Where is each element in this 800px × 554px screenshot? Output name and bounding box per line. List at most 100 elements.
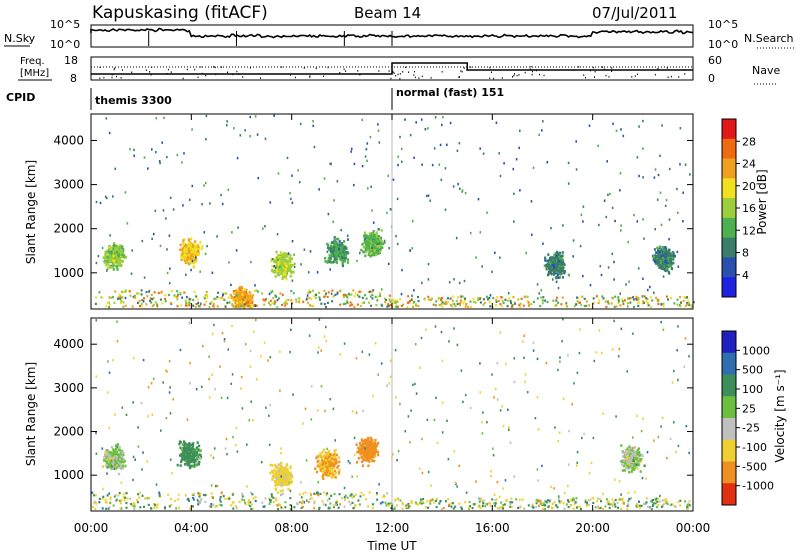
- data-point: [360, 443, 363, 447]
- data-point: [271, 464, 274, 467]
- data-point: [119, 502, 122, 505]
- data-point: [586, 502, 589, 505]
- data-point: [620, 224, 622, 227]
- data-point: [301, 499, 304, 502]
- data-point: [537, 500, 540, 504]
- data-point: [315, 470, 319, 474]
- data-point: [190, 465, 193, 468]
- data-point: [638, 458, 641, 462]
- data-point: [108, 250, 111, 254]
- data-point: [555, 280, 558, 283]
- data-point: [183, 291, 186, 294]
- data-point: [168, 234, 171, 237]
- data-point: [269, 304, 272, 307]
- data-point: [557, 301, 560, 304]
- data-point: [654, 498, 657, 501]
- data-point: [389, 303, 392, 306]
- data-point: [108, 296, 111, 299]
- data-point: [173, 294, 176, 297]
- data-point: [660, 264, 663, 268]
- data-point: [663, 251, 666, 254]
- data-point: [379, 247, 382, 251]
- data-point: [372, 240, 375, 243]
- data-point: [183, 152, 185, 155]
- freq-dot: [99, 66, 101, 68]
- data-point: [165, 217, 167, 220]
- freq-dot: [421, 75, 423, 78]
- colorbar-tick-label: 28: [742, 135, 756, 148]
- data-point: [387, 174, 390, 177]
- data-point: [369, 252, 372, 256]
- data-point: [222, 298, 225, 301]
- data-point: [331, 473, 334, 476]
- data-point: [112, 449, 115, 453]
- data-point: [242, 301, 246, 305]
- data-point: [368, 301, 371, 304]
- freq-dot: [531, 70, 533, 73]
- data-point: [634, 457, 637, 460]
- data-point: [481, 265, 483, 268]
- data-point: [108, 451, 111, 454]
- data-point: [111, 462, 115, 466]
- data-point: [663, 248, 666, 251]
- data-point: [396, 504, 398, 507]
- data-point: [545, 264, 548, 267]
- data-point: [567, 161, 570, 165]
- data-point: [617, 300, 620, 303]
- freq-dot: [461, 70, 463, 73]
- data-point: [668, 238, 670, 241]
- data-point: [282, 472, 285, 475]
- data-point: [292, 270, 295, 274]
- data-point: [118, 245, 121, 249]
- data-point: [195, 259, 198, 262]
- data-point: [356, 294, 359, 297]
- data-point: [238, 304, 241, 308]
- data-point: [573, 305, 576, 308]
- data-point: [482, 499, 485, 502]
- data-point: [328, 455, 331, 459]
- freq-dot: [345, 70, 347, 72]
- data-point: [390, 506, 393, 510]
- data-point: [143, 297, 145, 300]
- data-point: [242, 304, 245, 307]
- colorbar-tick-label: 8: [742, 247, 749, 260]
- data-point: [184, 299, 187, 302]
- data-point: [196, 248, 200, 251]
- data-point: [427, 295, 430, 298]
- data-point: [284, 479, 287, 483]
- data-point: [626, 447, 629, 451]
- data-point: [334, 472, 337, 475]
- data-point: [552, 299, 555, 303]
- freq-dot: [458, 76, 460, 78]
- data-point: [371, 297, 374, 300]
- data-point: [332, 260, 335, 264]
- data-point: [114, 248, 117, 251]
- data-point: [656, 298, 659, 301]
- data-point: [628, 297, 631, 300]
- data-point: [582, 220, 584, 223]
- data-point: [624, 451, 627, 455]
- data-point: [679, 304, 681, 307]
- data-point: [553, 273, 556, 276]
- data-point: [204, 500, 207, 504]
- data-point: [463, 279, 466, 283]
- freq-dot: [343, 68, 345, 71]
- data-point: [195, 452, 198, 456]
- data-point: [576, 300, 579, 303]
- data-point: [149, 297, 152, 300]
- data-point: [625, 449, 629, 453]
- data-point: [365, 443, 368, 446]
- data-point: [188, 304, 191, 307]
- data-point: [195, 246, 198, 249]
- data-point: [376, 240, 379, 243]
- data-point: [665, 259, 669, 262]
- data-point: [616, 501, 619, 504]
- data-point: [372, 442, 376, 446]
- data-point: [206, 296, 209, 299]
- cpid-segment-2: normal (fast) 151: [396, 86, 504, 99]
- data-point: [365, 297, 368, 300]
- data-point: [124, 304, 127, 307]
- freq-tick-bottom-right: 0: [708, 72, 715, 85]
- freq-dot: [182, 77, 184, 80]
- data-point: [459, 187, 461, 190]
